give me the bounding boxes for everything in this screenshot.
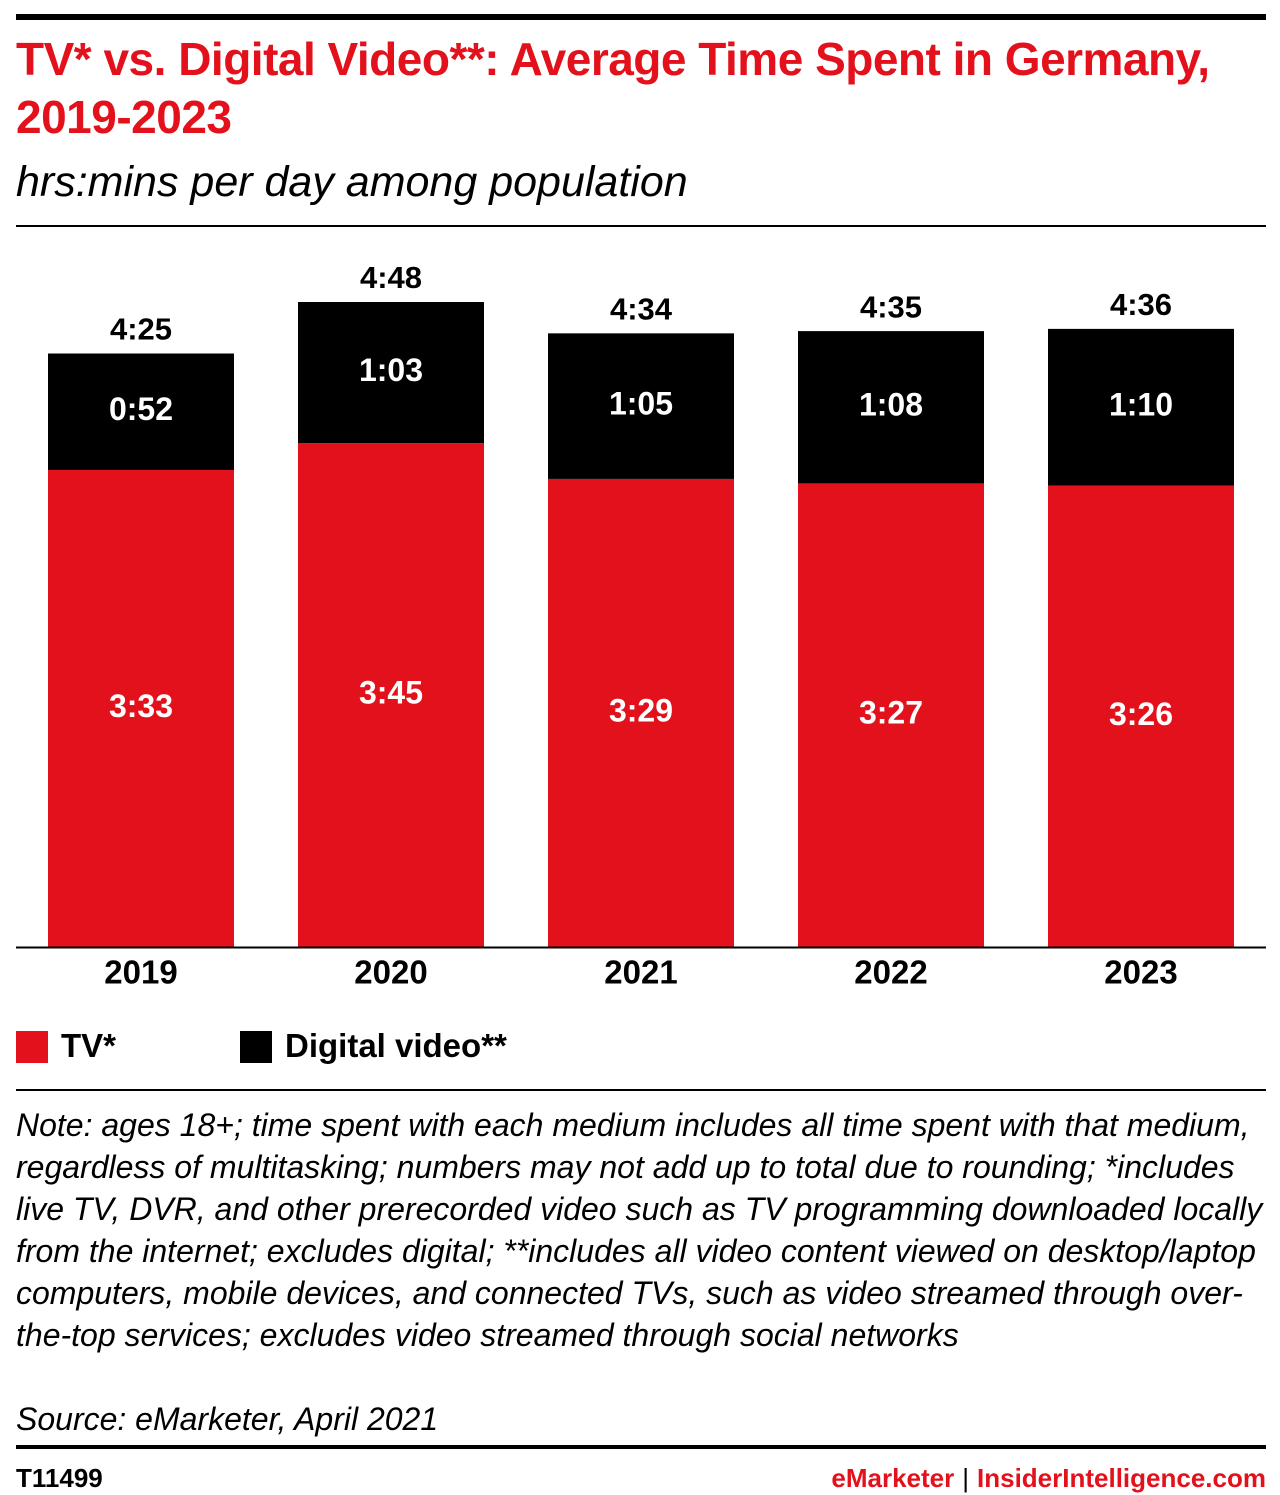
legend-swatch-tv [16,1031,48,1063]
top-rule [16,14,1266,20]
x-tick-label-2022: 2022 [854,954,927,991]
x-tick-label-2019: 2019 [104,954,177,991]
data-label-tv-2020: 3:45 [359,675,423,711]
total-label-2023: 4:36 [1110,287,1172,322]
bar-digital-video-2023 [1048,328,1234,486]
chart-subtitle: hrs:mins per day among population [16,158,688,206]
x-tick-label-2020: 2020 [354,954,427,991]
stacked-bar-chart: 3:33 0:52 4:25 2019 3:45 1:03 4:48 2020 3:29 1:05… [16,260,1266,991]
data-label-digital-video-2023: 1:10 [1109,387,1173,423]
total-label-2021: 4:34 [610,292,673,327]
data-label-digital-video-2021: 1:05 [609,386,673,422]
notes-divider [16,1089,1266,1091]
bottom-rule [16,1445,1266,1449]
data-label-tv-2023: 3:26 [1109,696,1173,732]
total-label-2019: 4:25 [110,312,172,347]
footer-branding: eMarketer | InsiderIntelligence.com [831,1461,1266,1495]
bar-tv-2019 [48,469,234,947]
chart-note: Note: ages 18+; time spent with each med… [16,1107,1263,1353]
brand-emarketer: eMarketer [831,1463,955,1493]
chart-title: TV* vs. Digital Video**: Average Time Sp… [16,33,1210,143]
bar-tv-2021 [548,478,734,947]
brand-separator: | [962,1463,970,1493]
data-label-tv-2021: 3:29 [609,692,673,728]
legend-label-digital-video: Digital video** [285,1027,507,1064]
bar-digital-video-2022 [798,331,984,484]
data-label-digital-video-2020: 1:03 [359,352,423,388]
total-label-2020: 4:48 [360,260,422,295]
data-label-digital-video-2022: 1:08 [859,387,923,423]
legend-label-tv: TV* [61,1027,117,1064]
bar-digital-video-2019 [48,353,234,470]
header-divider [16,225,1266,227]
x-tick-label-2021: 2021 [604,954,677,991]
data-label-tv-2019: 3:33 [109,688,173,724]
data-label-tv-2022: 3:27 [859,695,923,731]
total-label-2022: 4:35 [860,289,922,324]
bar-digital-video-2021 [548,333,734,479]
bar-tv-2022 [798,483,984,947]
bar-tv-2023 [1048,485,1234,947]
data-label-digital-video-2019: 0:52 [109,391,173,427]
bar-tv-2020 [298,443,484,947]
x-tick-label-2023: 2023 [1104,954,1177,991]
legend-swatch-digital-video [240,1031,272,1063]
bar-digital-video-2020 [298,302,484,444]
chart-source: Source: eMarketer, April 2021 [16,1401,439,1437]
brand-insiderintelligence: InsiderIntelligence.com [977,1463,1266,1493]
chart-id: T11499 [16,1463,103,1493]
